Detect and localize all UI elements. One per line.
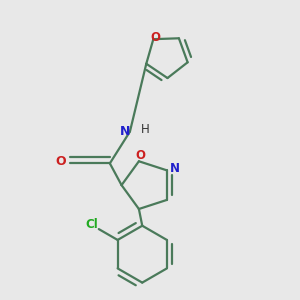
Text: H: H — [141, 123, 149, 136]
Text: N: N — [120, 125, 130, 138]
Text: O: O — [55, 155, 66, 168]
Text: O: O — [136, 149, 146, 162]
Text: N: N — [170, 162, 180, 175]
Text: Cl: Cl — [85, 218, 98, 231]
Text: O: O — [150, 31, 160, 44]
